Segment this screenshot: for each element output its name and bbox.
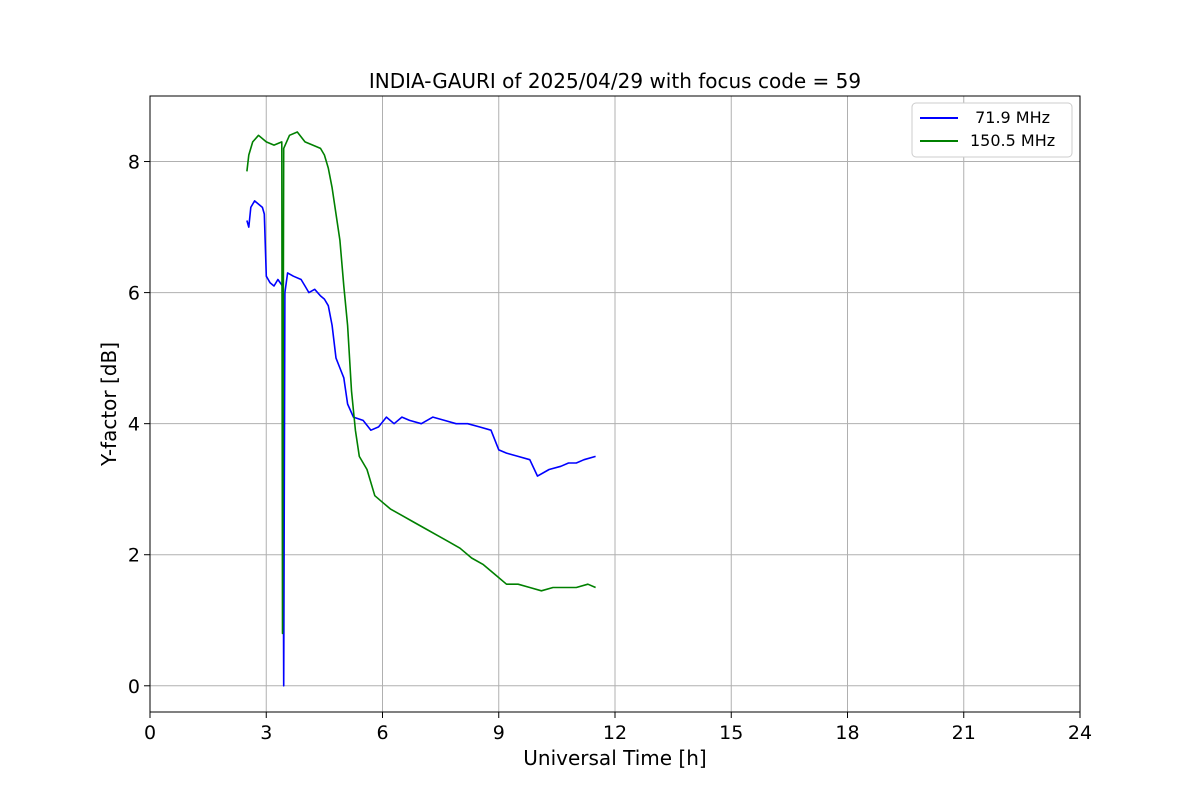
series-line-71-9-mhz [246, 200, 596, 687]
series-layer [246, 131, 596, 687]
legend-label-150-5-mhz: 150.5 MHz [970, 131, 1055, 150]
x-axis-ticks: 0 3 6 9 12 15 18 21 24 [144, 712, 1092, 744]
y-axis-label: Y-factor [dB] [97, 342, 121, 467]
y-tick-label: 2 [128, 545, 140, 567]
y-tick-label: 8 [128, 152, 140, 174]
legend-label-71-9-mhz: 71.9 MHz [970, 108, 1050, 127]
series-line-150-5-mhz [246, 131, 596, 635]
x-tick-label: 6 [376, 722, 388, 744]
legend-box [911, 102, 1073, 158]
y-tick-label: 0 [128, 676, 140, 698]
x-tick-label: 9 [493, 722, 505, 744]
x-tick-label: 0 [144, 722, 156, 744]
y-tick-label: 6 [128, 283, 140, 305]
y-tick-label: 4 [128, 414, 140, 436]
x-tick-label: 21 [952, 722, 976, 744]
chart-title: INDIA-GAURI of 2025/04/29 with focus cod… [369, 69, 861, 93]
y-axis-ticks: 0 2 4 6 8 [128, 152, 150, 698]
x-tick-label: 12 [603, 722, 627, 744]
x-tick-label: 15 [719, 722, 743, 744]
legend: 71.9 MHz 150.5 MHz [911, 102, 1073, 158]
x-axis-label: Universal Time [h] [523, 746, 706, 770]
x-tick-label: 24 [1068, 722, 1092, 744]
x-tick-label: 18 [835, 722, 859, 744]
x-tick-label: 3 [260, 722, 272, 744]
